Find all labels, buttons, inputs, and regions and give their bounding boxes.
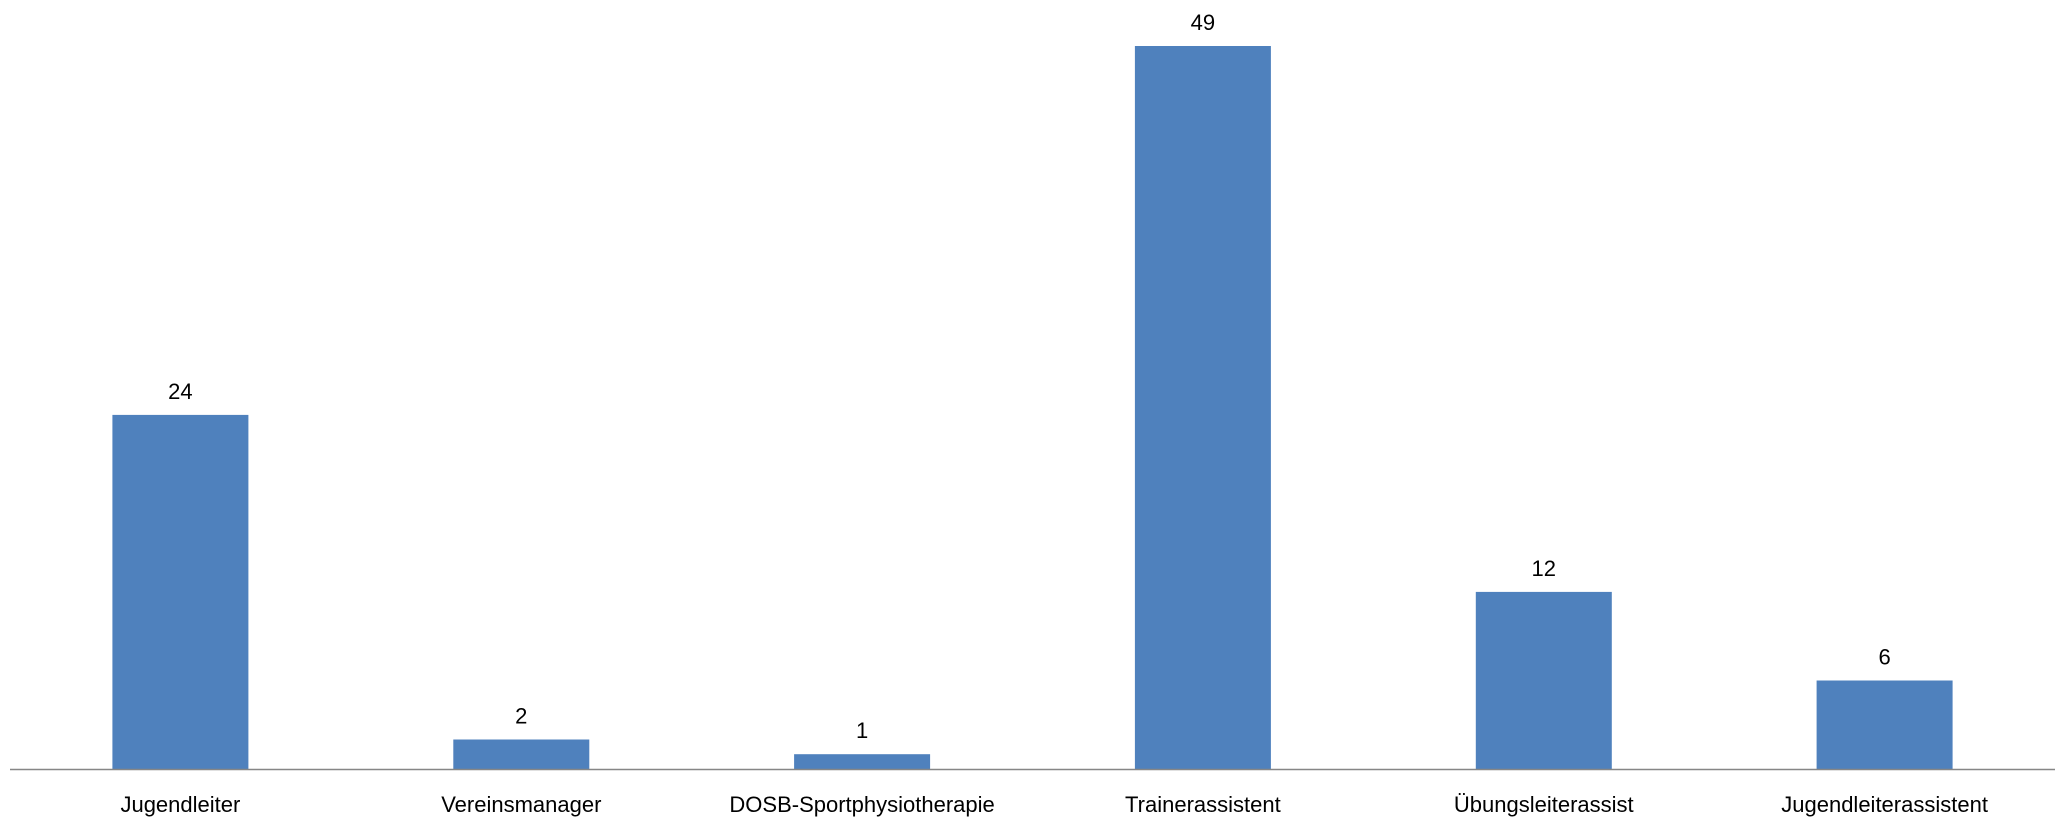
bar (1475, 591, 1612, 769)
bar (1134, 46, 1271, 769)
data-label: 12 (1532, 556, 1556, 581)
data-label: 6 (1878, 645, 1890, 670)
x-tick-label: Jugendleiterassistent (1781, 792, 1988, 817)
bar (453, 739, 590, 769)
x-tick-label: Vereinsmanager (441, 792, 601, 817)
bar (794, 754, 931, 769)
bar (112, 414, 249, 769)
bar (1816, 680, 1953, 769)
x-tick-label: DOSB-Sportphysiotherapie (729, 792, 994, 817)
data-label: 49 (1191, 10, 1215, 35)
bars-layer (112, 46, 1953, 769)
data-labels-layer: 24 2 1 49 12 6 (168, 10, 1891, 743)
data-label: 2 (515, 704, 527, 729)
x-tick-label: Jugendleiter (120, 792, 240, 817)
x-tick-label: Übungsleiterassist (1454, 792, 1634, 817)
x-tick-label: Trainerassistent (1125, 792, 1281, 817)
data-label: 1 (856, 718, 868, 743)
x-tick-labels-layer: Jugendleiter Vereinsmanager DOSB-Sportphys… (120, 792, 1987, 817)
data-label: 24 (168, 379, 192, 404)
